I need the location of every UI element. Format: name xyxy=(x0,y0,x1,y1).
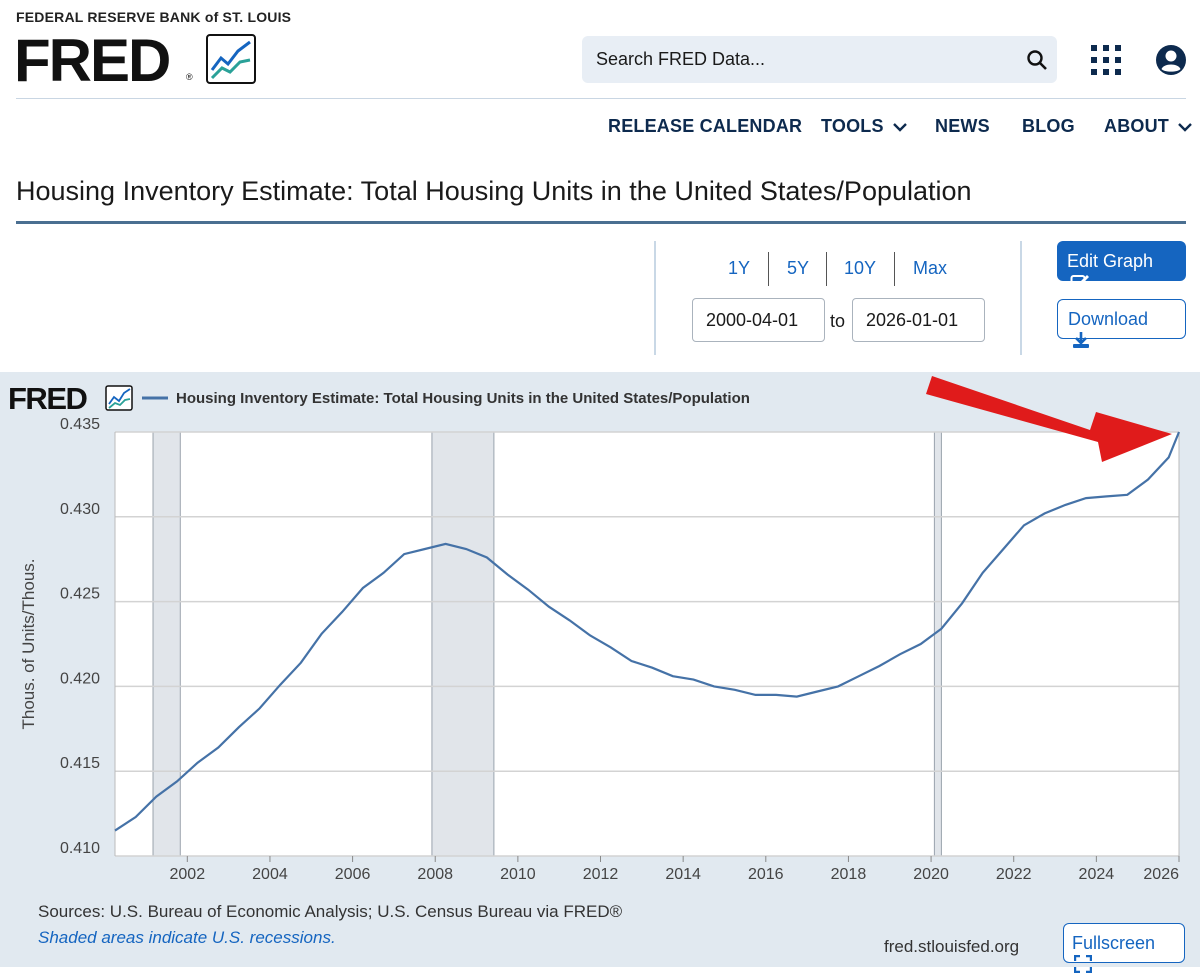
chevron-down-icon xyxy=(893,123,907,132)
date-range-to-label: to xyxy=(830,311,846,331)
range-10y-button[interactable]: 10Y xyxy=(844,258,877,278)
search-input[interactable]: Search FRED Data... xyxy=(596,49,766,69)
nav-tools[interactable]: TOOLS xyxy=(821,116,907,137)
fred-logo[interactable]: FRED xyxy=(14,27,171,94)
chart-fred-logo-icon xyxy=(105,385,133,411)
sources-text: Sources: U.S. Bureau of Economic Analysi… xyxy=(38,902,623,921)
range-1y-button[interactable]: 1Y xyxy=(728,258,751,278)
nav-about[interactable]: ABOUT xyxy=(1104,116,1193,137)
x-tick-label: 2024 xyxy=(1079,866,1115,883)
title-underline xyxy=(16,221,1186,224)
x-tick-label: 2022 xyxy=(996,866,1032,883)
download-icon xyxy=(1073,332,1089,348)
nav-news[interactable]: NEWS xyxy=(935,116,990,136)
y-tick-label: 0.415 xyxy=(60,755,100,772)
nav-tools-label: TOOLS xyxy=(821,116,884,136)
fullscreen-button[interactable]: Fullscreen xyxy=(1063,923,1185,974)
bank-name: FEDERAL RESERVE BANK of ST. LOUIS xyxy=(16,9,292,25)
y-tick-label: 0.420 xyxy=(60,670,100,687)
search-icon[interactable] xyxy=(1025,48,1049,72)
range-divider xyxy=(894,252,895,286)
chart-fred-logo: FRED xyxy=(8,381,88,416)
edit-graph-label: Edit Graph xyxy=(1067,251,1154,271)
search-box[interactable]: Search FRED Data... xyxy=(582,36,1057,83)
x-tick-label: 2004 xyxy=(252,866,288,883)
download-label: Download xyxy=(1068,309,1149,329)
chevron-down-icon xyxy=(1178,123,1193,132)
nav-release-calendar[interactable]: RELEASE CALENDAR xyxy=(608,116,803,136)
x-tick-label: 2014 xyxy=(665,866,701,883)
logo-registered-mark: ® xyxy=(186,72,193,82)
x-tick-label: 2018 xyxy=(831,866,867,883)
y-axis-label: Thous. of Units/Thous. xyxy=(19,558,38,729)
edit-icon xyxy=(1070,275,1089,291)
fullscreen-label: Fullscreen xyxy=(1072,933,1156,953)
fullscreen-icon xyxy=(1073,954,1093,974)
series-line xyxy=(114,431,1181,832)
controls-separator-left xyxy=(654,241,656,355)
x-tick-label: 2020 xyxy=(913,866,949,883)
download-button[interactable]: Download xyxy=(1057,299,1186,348)
y-tick-label: 0.410 xyxy=(60,840,100,857)
recession-band xyxy=(152,431,181,857)
recession-note[interactable]: Shaded areas indicate U.S. recessions. xyxy=(38,928,336,947)
x-tick-label: 2006 xyxy=(335,866,371,883)
plot-area xyxy=(115,432,1179,856)
x-tick-label: 2008 xyxy=(417,866,453,883)
header-divider xyxy=(16,98,1186,99)
range-divider xyxy=(768,252,769,286)
start-date-input[interactable]: 2000-04-01 xyxy=(692,298,825,342)
apps-grid-icon[interactable] xyxy=(1090,44,1122,76)
page-title: Housing Inventory Estimate: Total Housin… xyxy=(16,176,972,206)
chart-svg[interactable]: FRED Housing Inventory Estimate: Total H… xyxy=(0,372,1200,892)
y-tick-label: 0.425 xyxy=(60,586,100,603)
chart-legend-label: Housing Inventory Estimate: Total Housin… xyxy=(176,390,750,407)
fred-logo-icon[interactable] xyxy=(206,34,256,84)
range-divider xyxy=(826,252,827,286)
x-tick-label: 2010 xyxy=(500,866,536,883)
x-tick-label: 2016 xyxy=(748,866,784,883)
y-tick-label: 0.435 xyxy=(60,416,100,433)
end-date-input[interactable]: 2026-01-01 xyxy=(852,298,985,342)
nav-blog[interactable]: BLOG xyxy=(1022,116,1075,136)
red-arrow-annotation xyxy=(926,376,1172,462)
controls-separator-right xyxy=(1020,241,1022,355)
x-tick-label: 2012 xyxy=(583,866,619,883)
nav-about-label: ABOUT xyxy=(1104,116,1169,136)
edit-graph-button[interactable]: Edit Graph xyxy=(1057,241,1186,291)
range-5y-button[interactable]: 5Y xyxy=(787,258,810,278)
recession-band xyxy=(431,431,495,857)
account-icon[interactable] xyxy=(1155,44,1187,76)
y-tick-label: 0.430 xyxy=(60,501,100,518)
recession-band xyxy=(933,431,942,857)
site-url: fred.stlouisfed.org xyxy=(884,937,1020,956)
x-tick-label: 2026 xyxy=(1143,866,1179,883)
x-tick-label: 2002 xyxy=(170,866,206,883)
range-max-button[interactable]: Max xyxy=(913,258,948,278)
